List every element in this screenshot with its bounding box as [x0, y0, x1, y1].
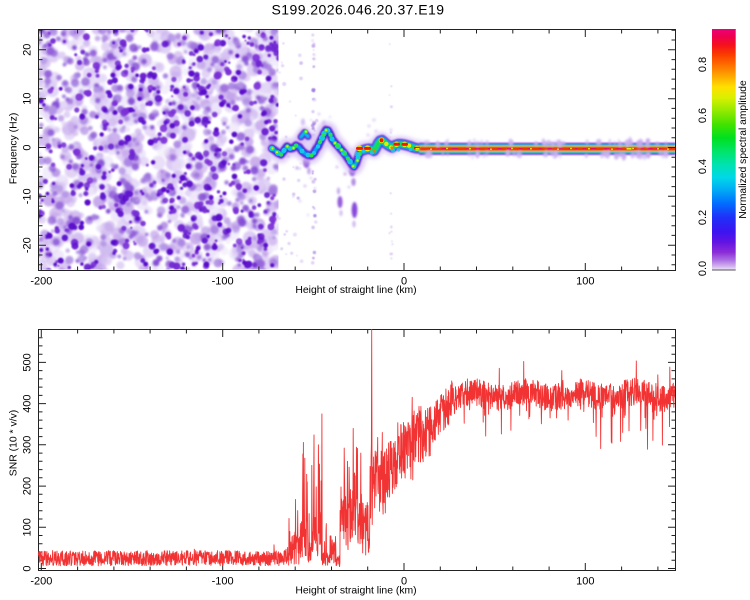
svg-text:-200: -200	[30, 276, 52, 288]
svg-text:0.0: 0.0	[697, 261, 709, 276]
svg-text:400: 400	[22, 394, 34, 412]
svg-text:500: 500	[22, 353, 34, 371]
svg-text:Normalized spectral amplitude: Normalized spectral amplitude	[738, 80, 749, 219]
svg-text:100: 100	[576, 576, 594, 588]
svg-text:0: 0	[22, 144, 34, 150]
svg-text:Frequency (Hz): Frequency (Hz)	[9, 113, 20, 185]
svg-text:-20: -20	[22, 237, 34, 253]
svg-text:20: 20	[22, 44, 34, 56]
svg-text:0.4: 0.4	[697, 159, 709, 174]
svg-text:-100: -100	[212, 576, 234, 588]
svg-text:10: 10	[22, 93, 34, 105]
svg-text:Height of straight line (km): Height of straight line (km)	[295, 285, 416, 296]
svg-text:0.6: 0.6	[697, 108, 709, 123]
svg-text:100: 100	[576, 276, 594, 288]
svg-text:-200: -200	[30, 576, 52, 588]
svg-text:0.2: 0.2	[697, 210, 709, 225]
svg-text:-10: -10	[22, 188, 34, 204]
svg-text:0.8: 0.8	[697, 57, 709, 72]
svg-text:200: 200	[22, 477, 34, 495]
svg-text:0: 0	[22, 565, 34, 571]
svg-text:300: 300	[22, 436, 34, 454]
svg-text:0: 0	[401, 576, 407, 588]
svg-text:S199.2026.046.20.37.E19: S199.2026.046.20.37.E19	[271, 2, 444, 18]
svg-text:-100: -100	[212, 276, 234, 288]
svg-text:SNR (10 * v/v): SNR (10 * v/v)	[9, 410, 20, 476]
svg-text:0: 0	[401, 276, 407, 288]
svg-text:Height of straight line (km): Height of straight line (km)	[295, 586, 416, 597]
svg-text:100: 100	[22, 518, 34, 536]
